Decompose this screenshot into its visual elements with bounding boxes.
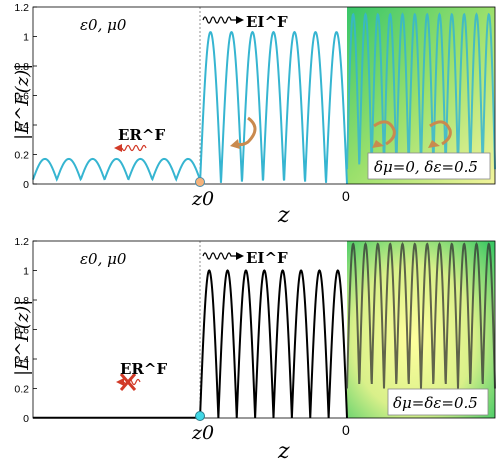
top-ytick-label: 1 [23,32,29,44]
bottom-ytick-label: 0.8 [14,295,29,307]
top-curl-arrow-3-icon [429,120,452,146]
top-curl-arrowhead-2-icon [372,140,384,148]
bottom-panel: 0 0.2 0.4 0.6 0.8 1 1.2 ε0, μ0 EI^F ER^F δμ=δε… [12,236,496,464]
top-curl-arrow-2-icon [373,120,396,146]
top-ytick-label: 1.2 [14,2,29,14]
top-medium-label: ε0, μ0 [80,16,127,34]
top-reflected-arrowhead-icon [114,144,122,152]
bottom-ytick-label: 0 [23,413,29,425]
top-ytick-label: 0.4 [14,120,29,132]
bottom-reflected-label: ER^F [120,360,167,378]
top-ylabel: |E^F(z)| [12,64,33,140]
top-y-ticks: 0 0.2 0.4 0.6 0.8 1 1.2 [14,2,37,191]
top-incident-wave-icon [202,16,236,24]
bottom-ytick-label: 1.2 [14,236,29,248]
bottom-xlabel: z [277,439,290,464]
top-curl-arrowhead-1-icon [230,139,240,149]
top-incident-label: EI^F [246,13,288,31]
top-ytick-label: 0 [23,179,29,191]
bottom-series-3-line [346,241,496,389]
bottom-params-label: δμ=δε=0.5 [393,394,478,412]
top-curl-arrow-1-icon [235,116,257,147]
top-ytick-label: 0.8 [14,61,29,73]
bottom-params-box [387,388,489,416]
top-params-label: δμ=0, δε=0.5 [374,158,478,176]
top-ytick-label: 0.2 [14,150,29,162]
bottom-incident-wave-icon [202,252,236,260]
bottom-xtick-zero: 0 [342,422,350,438]
top-xtick-zero: 0 [342,188,350,204]
top-reflected-wave-icon [121,144,147,152]
bottom-ytick-label: 0.6 [14,325,29,337]
top-series-1-line [32,157,201,182]
bottom-ytick-label: 0.4 [14,354,29,366]
bottom-xtick-z0: z0 [191,422,214,444]
top-medium-text: ε0, μ0 [80,16,127,34]
top-xtick-z0: z0 [191,188,214,210]
top-z0-marker [195,177,205,187]
top-incident-arrowhead-icon [236,16,244,24]
bottom-incident-label: EI^F [246,249,288,267]
bottom-reflected-arrowhead-icon [116,378,124,386]
top-ytick-label: 0.6 [14,91,29,103]
bottom-medium-label: ε0, μ0 [80,250,127,268]
bottom-z0-marker [195,411,205,421]
top-series-2-line [199,30,348,185]
top-panel: 0 0.2 0.4 0.6 0.8 1 1.2 ε0, μ0 EI^F ER^F δμ=0,… [12,2,496,228]
bottom-medium-text: ε0, μ0 [80,250,127,268]
top-reflected-label: ER^F [118,126,165,144]
bottom-y-ticks: 0 0.2 0.4 0.6 0.8 1 1.2 [14,236,37,425]
bottom-ytick-label: 0.2 [14,384,29,396]
bottom-ylabel: |E^F(z)| [12,300,33,376]
bottom-incident-arrowhead-icon [236,252,244,260]
top-params-box [367,152,491,180]
bottom-cross-icon-2 [119,373,137,391]
top-curl-arrowhead-3-icon [428,140,440,148]
top-xlabel: z [277,203,290,228]
bottom-ytick-label: 1 [23,266,29,278]
